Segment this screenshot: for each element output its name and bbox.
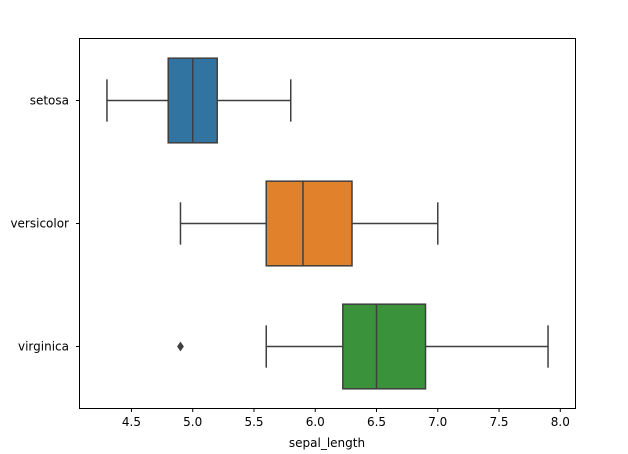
y-axis: setosa versicolor virginica xyxy=(10,94,80,354)
x-axis: 4.5 5.0 5.5 6.0 6.5 7.0 7.5 8.0 xyxy=(122,408,570,429)
x-tick-label: 7.0 xyxy=(428,415,447,429)
x-axis-title: sepal_length xyxy=(289,436,365,450)
box-versicolor xyxy=(265,180,353,267)
x-tick-label: 8.0 xyxy=(551,415,570,429)
box-virginica xyxy=(342,303,427,390)
x-tick-label: 5.5 xyxy=(244,415,263,429)
x-tick-label: 4.5 xyxy=(122,415,141,429)
box-group-versicolor xyxy=(179,180,439,267)
box-group-setosa xyxy=(106,57,292,144)
y-tick-label-versicolor: versicolor xyxy=(10,217,69,231)
y-tick-label-virginica: virginica xyxy=(18,340,69,354)
x-tick-label: 5.0 xyxy=(183,415,202,429)
x-tick-label: 7.5 xyxy=(489,415,508,429)
x-tick-label: 6.5 xyxy=(367,415,386,429)
y-tick-label-setosa: setosa xyxy=(30,94,69,108)
plot-marks xyxy=(106,57,549,390)
box-group-virginica xyxy=(177,303,549,390)
x-tick-label: 6.0 xyxy=(306,415,325,429)
outlier-virginica xyxy=(177,341,184,352)
